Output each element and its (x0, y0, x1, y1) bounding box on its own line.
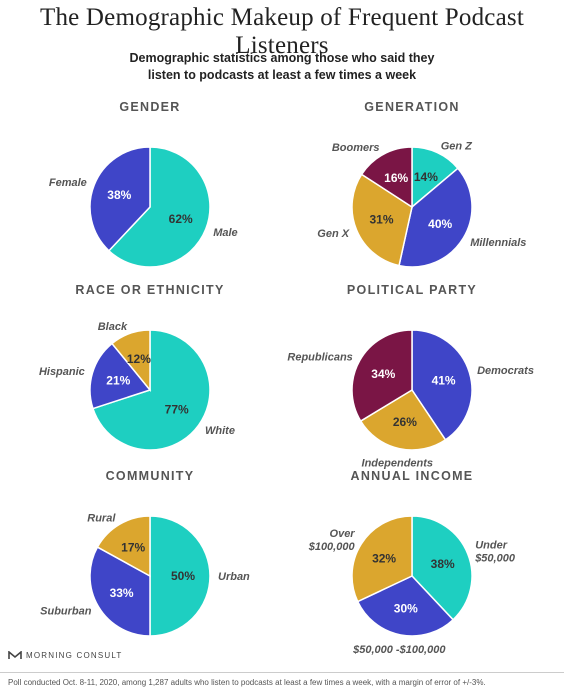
annual-income-pie: 38% Under $50,000 30% $50,000 -$100,000 32% Ov… (308, 515, 516, 656)
brand-logo: MORNING CONSULT (8, 651, 123, 660)
chart-title: GENDER (119, 100, 181, 114)
page-title: The Demographic Makeup of Frequent Podca… (40, 4, 524, 59)
pie-slice-gen-z (411, 146, 459, 209)
data-label-gen-z: 14% (414, 170, 438, 184)
data-label-under-50-000: 38% (431, 557, 455, 571)
pie-slice-over-100-000 (351, 515, 413, 603)
chart-title: COMMUNITY (105, 469, 195, 483)
data-label-hispanic: 21% (106, 374, 130, 388)
category-label-suburban: Suburban (40, 606, 92, 618)
data-label-republicans: 34% (371, 367, 395, 381)
race-ethnicity-pie: 77% White 21% Hispanic 12% Black (39, 321, 235, 451)
pie-slice-urban (149, 515, 211, 637)
data-label-over-100-000: 32% (372, 551, 396, 565)
pie-slice-suburban (89, 546, 151, 637)
category-label-rural: Rural (87, 513, 116, 525)
political-party-pie: 41% Democrats 26% Independents 34% Republican… (287, 329, 534, 469)
footnote: Poll conducted Oct. 8-11, 2020, among 1,… (8, 678, 486, 687)
race-ethnicity-chart: RACE OR ETHNICITY 77% White 21% Hispanic 12%… (10, 283, 290, 468)
annual-income-chart: ANNUAL INCOME 38% Under $50,000 30% $50,000 … (272, 469, 552, 656)
data-label-democrats: 41% (432, 373, 456, 387)
pie-slice-under-50-000 (411, 515, 473, 621)
category-label-under-50-000: Under $50,000 (474, 540, 516, 565)
pie-slice-boomers (360, 146, 413, 209)
data-label-gen-x: 31% (369, 213, 393, 227)
category-label-gen-x: Gen X (317, 228, 349, 240)
category-label-independents: Independents (362, 457, 434, 469)
data-label-millennials: 40% (428, 217, 452, 231)
data-label-boomers: 16% (384, 171, 408, 185)
pie-slice-republicans (351, 329, 413, 423)
category-label-boomers: Boomers (332, 142, 380, 154)
category-label-hispanic: Hispanic (39, 366, 85, 378)
data-label-female: 38% (107, 188, 131, 202)
chart-title: POLITICAL PARTY (346, 283, 478, 297)
pie-slice-millennials (398, 167, 473, 268)
category-label-democrats: Democrats (477, 365, 534, 377)
brand-name: MORNING CONSULT (26, 651, 123, 660)
gender-pie: 62% Male 38% Female (49, 146, 238, 268)
gender-chart: GENDER 62% Male 38% Female (10, 100, 290, 285)
category-label-gen-z: Gen Z (441, 140, 473, 152)
category-label-millennials: Millennials (470, 237, 526, 249)
community-pie: 50% Urban 33% Suburban 17% Rural (40, 513, 250, 637)
category-label-urban: Urban (218, 571, 250, 583)
data-label-suburban: 33% (110, 586, 134, 600)
chart-title: GENERATION (364, 100, 460, 114)
pie-slice-democrats (411, 329, 473, 441)
morning-consult-logo-icon (8, 651, 22, 659)
pie-slice-female (89, 146, 151, 252)
data-label-urban: 50% (171, 569, 195, 583)
category-label-male: Male (213, 227, 237, 239)
subtitle-line-1: Demographic statistics among those who s… (129, 51, 435, 65)
category-label-republicans: Republicans (287, 352, 352, 364)
pie-slice-male (107, 146, 211, 268)
pie-slice-hispanic (89, 342, 152, 410)
generation-chart: GENERATION 14% Gen Z 40% Millennials 31% Gen … (272, 100, 552, 285)
political-party-chart: POLITICAL PARTY 41% Democrats 26% Independe… (272, 283, 552, 469)
data-label-male: 62% (169, 212, 193, 226)
page-subtitle: Demographic statistics among those who s… (40, 50, 524, 84)
chart-title: RACE OR ETHNICITY (75, 283, 225, 297)
community-chart: COMMUNITY 50% Urban 33% Suburban 17% Rural (10, 469, 290, 654)
category-label-over-100-000: Over $100,000 (308, 528, 356, 553)
pie-slice-gen-x (351, 173, 413, 267)
category-label-white: White (205, 425, 235, 437)
data-label-50-000-100-000: 30% (394, 601, 418, 615)
category-label-female: Female (49, 177, 87, 189)
data-label-rural: 17% (121, 541, 145, 555)
data-label-independents: 26% (393, 415, 417, 429)
category-label-black: Black (98, 321, 128, 333)
data-label-black: 12% (127, 352, 151, 366)
pie-slice-black (110, 329, 151, 393)
category-label-50-000-100-000: $50,000 -$100,000 (352, 644, 446, 656)
pie-slice-rural (96, 515, 151, 578)
footer-divider (0, 672, 564, 673)
data-label-white: 77% (165, 402, 189, 416)
pie-slice-independents (359, 388, 447, 451)
generation-pie: 14% Gen Z 40% Millennials 31% Gen X 16% Boomers (317, 140, 526, 268)
pie-slice-white (91, 329, 211, 451)
subtitle-line-2: listen to podcasts at least a few times … (147, 68, 417, 82)
chart-title: ANNUAL INCOME (350, 469, 474, 483)
